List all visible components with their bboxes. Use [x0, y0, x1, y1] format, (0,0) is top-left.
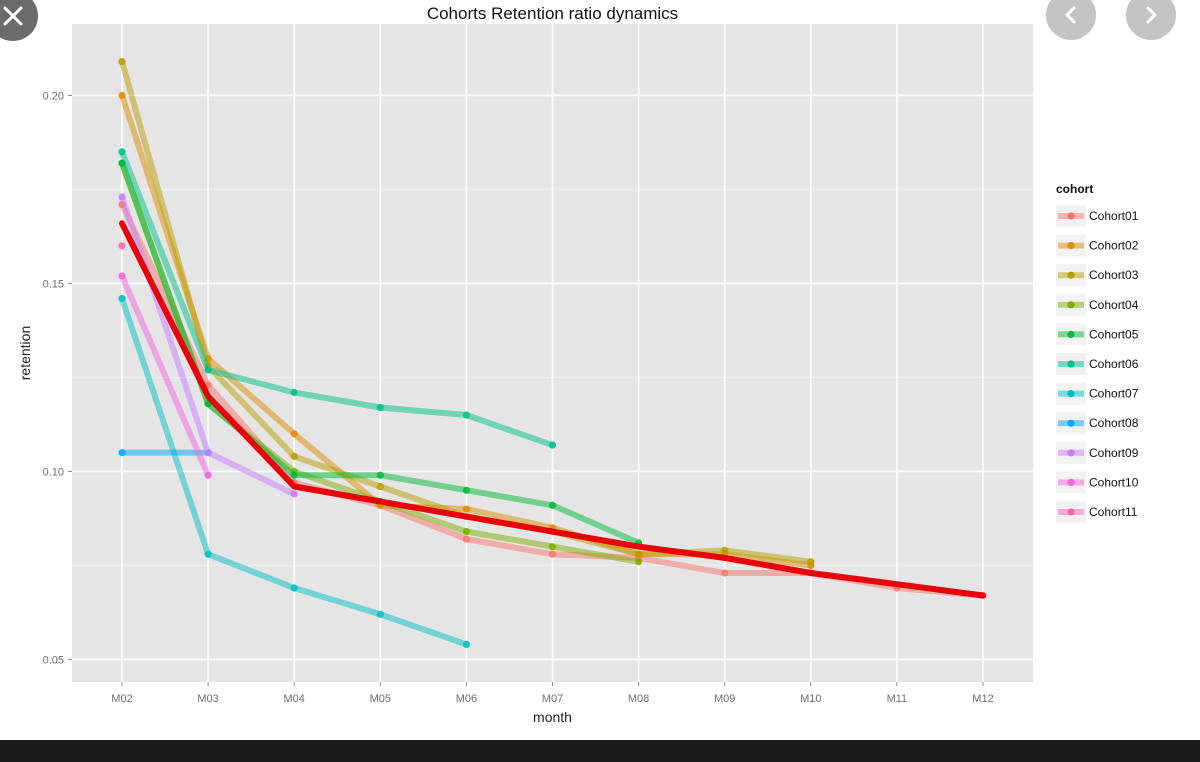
- x-tick-label: M10: [800, 693, 821, 705]
- data-point: [204, 471, 212, 479]
- data-point: [290, 430, 298, 438]
- y-tick-label: 0.10: [43, 466, 64, 478]
- y-tick-label: 0.05: [43, 654, 64, 666]
- legend-label: Cohort11: [1089, 505, 1138, 519]
- legend-key-point: [1067, 449, 1075, 457]
- x-tick-label: M04: [283, 693, 304, 705]
- axes: 0.05 0.10 0.15 0.20 M02 M03 M04 M05 M06 M07 M08 M09…: [43, 90, 994, 705]
- data-point: [118, 449, 126, 457]
- data-point: [376, 610, 384, 618]
- data-point: [721, 546, 729, 555]
- data-point: [462, 505, 470, 513]
- x-tick-label: M05: [370, 693, 391, 705]
- data-point: [118, 242, 126, 250]
- data-point: [807, 558, 815, 566]
- previous-button[interactable]: [1046, 0, 1096, 40]
- legend-key-point: [1067, 301, 1075, 309]
- legend-label: Cohort01: [1089, 209, 1139, 223]
- data-point: [548, 543, 557, 551]
- legend-key-point: [1067, 478, 1075, 486]
- legend-key-point: [1067, 508, 1075, 516]
- legend-label: Cohort08: [1089, 416, 1139, 430]
- legend-label: Cohort03: [1089, 268, 1139, 282]
- x-tick-label: M08: [628, 693, 649, 705]
- series-line: [119, 148, 556, 449]
- x-tick-label: M02: [111, 693, 132, 705]
- x-tick-label: M06: [456, 693, 477, 705]
- data-point: [462, 640, 470, 649]
- data-point: [118, 91, 126, 100]
- close-icon: [3, 6, 23, 26]
- legend-label: Cohort06: [1089, 357, 1139, 371]
- data-point: [290, 490, 298, 498]
- data-point: [462, 535, 470, 543]
- chart-title: Cohorts Retention ratio dynamics: [427, 4, 678, 23]
- data-point: [290, 388, 298, 397]
- data-point: [721, 569, 729, 577]
- data-point: [548, 501, 557, 509]
- data-point: [204, 550, 212, 558]
- series-cohort05: [118, 159, 643, 547]
- data-point: [290, 584, 298, 592]
- data-point: [376, 471, 384, 479]
- data-point: [118, 58, 126, 66]
- data-point: [290, 452, 298, 460]
- series-line: [119, 272, 212, 479]
- data-point: [376, 403, 384, 412]
- x-tick-label: M12: [972, 693, 993, 705]
- next-button[interactable]: [1126, 0, 1176, 40]
- data-point: [548, 550, 557, 558]
- legend-key-point: [1067, 242, 1075, 250]
- data-point: [462, 486, 470, 494]
- data-point: [118, 193, 126, 201]
- y-tick-label: 0.15: [43, 278, 64, 290]
- x-tick-label: M11: [887, 693, 908, 705]
- series-layer: [118, 58, 987, 649]
- chevron-left-icon: [1065, 6, 1076, 24]
- legend-label: Cohort02: [1089, 239, 1139, 253]
- series-cohort06: [118, 148, 557, 449]
- legend-key-point: [1067, 419, 1075, 427]
- series-cohort10: [118, 272, 212, 479]
- x-tick-label: M03: [197, 693, 218, 705]
- bottom-bar: [0, 740, 1200, 762]
- legend: cohort Cohort01 Cohort02 Cohort03 Cohort04 C…: [1056, 182, 1139, 523]
- legend-key-point: [1067, 271, 1075, 279]
- data-point: [204, 449, 212, 457]
- legend-title: cohort: [1056, 182, 1093, 196]
- legend-key-point: [1067, 360, 1075, 368]
- data-point: [118, 148, 126, 156]
- average-line: [119, 220, 986, 599]
- legend-key-point: [1067, 330, 1075, 338]
- x-tick-label: M09: [714, 693, 735, 705]
- legend-label: Cohort09: [1089, 446, 1139, 460]
- data-point: [118, 272, 126, 280]
- data-point: [635, 558, 643, 566]
- data-point: [462, 411, 470, 419]
- data-point: [118, 294, 126, 303]
- data-point: [376, 482, 384, 491]
- data-point: [462, 528, 470, 536]
- x-axis-title: month: [533, 709, 572, 725]
- y-tick-label: 0.20: [43, 90, 64, 102]
- chevron-right-icon: [1146, 6, 1157, 24]
- data-point: [635, 550, 643, 558]
- legend-label: Cohort04: [1089, 298, 1139, 312]
- legend-key-point: [1067, 390, 1075, 398]
- grid-lines: [72, 24, 1033, 682]
- x-tick-label: M07: [542, 693, 563, 705]
- series-cohort11: [118, 242, 126, 250]
- series-cohort07: [118, 294, 470, 649]
- legend-label: Cohort05: [1089, 327, 1139, 341]
- legend-label: Cohort07: [1089, 387, 1139, 401]
- data-point: [548, 441, 557, 449]
- legend-label: Cohort10: [1089, 475, 1139, 489]
- y-axis-title: retention: [17, 326, 33, 380]
- legend-key-point: [1067, 212, 1075, 220]
- data-point: [204, 366, 212, 374]
- data-point: [290, 471, 298, 479]
